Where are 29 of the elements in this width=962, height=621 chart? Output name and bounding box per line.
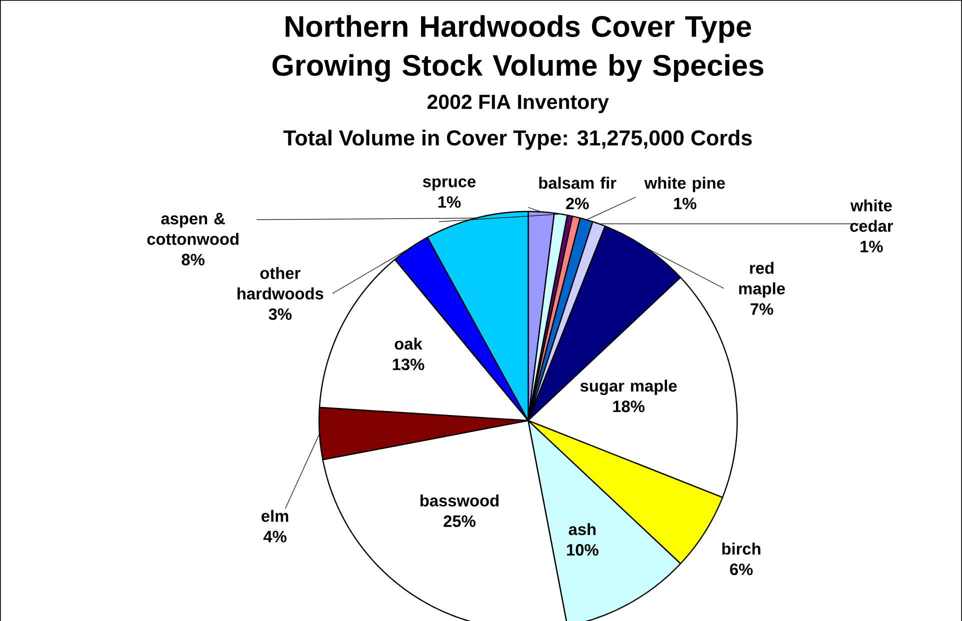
slice-label: sugar maple: [580, 379, 677, 395]
data-label: 1%: [438, 196, 461, 208]
data-label: 1%: [674, 198, 696, 210]
slice-label: balsam fir: [539, 176, 616, 189]
data-label: 10%: [567, 544, 598, 556]
slice-label: white pine: [644, 176, 725, 192]
data-label: 25%: [444, 515, 476, 527]
slice-label: red maple: [739, 262, 785, 298]
text: Total Volume in Cover Type: 31,275,000 Cords: [283, 130, 752, 150]
chart-subtitle: 2002 FIA Inventory: [427, 94, 609, 113]
slice-label: other hardwoods: [238, 266, 324, 300]
data-label: 13%: [392, 358, 424, 370]
slice-label: ash: [568, 522, 596, 535]
data-label: 4%: [263, 530, 286, 542]
slice-label: oak: [394, 337, 422, 350]
slice-label: basswood: [420, 494, 498, 506]
data-label: 3%: [268, 308, 292, 320]
data-label: 6%: [730, 563, 753, 575]
data-label: 8%: [182, 254, 204, 266]
chart-title: Northern Hardwoods Cover Type Growing Stock Volume by Species: [272, 14, 764, 82]
slice-label: spruce: [422, 178, 476, 190]
slice-label: aspen & cottonwood: [147, 212, 238, 245]
slice-label: birch: [722, 542, 760, 554]
data-label: 2%: [566, 198, 589, 210]
slice-label: elm: [262, 510, 288, 522]
data-label: 1%: [860, 240, 883, 252]
data-label: 7%: [750, 303, 774, 315]
data-label: 18%: [613, 400, 645, 412]
slice-label: white cedar: [850, 199, 894, 232]
